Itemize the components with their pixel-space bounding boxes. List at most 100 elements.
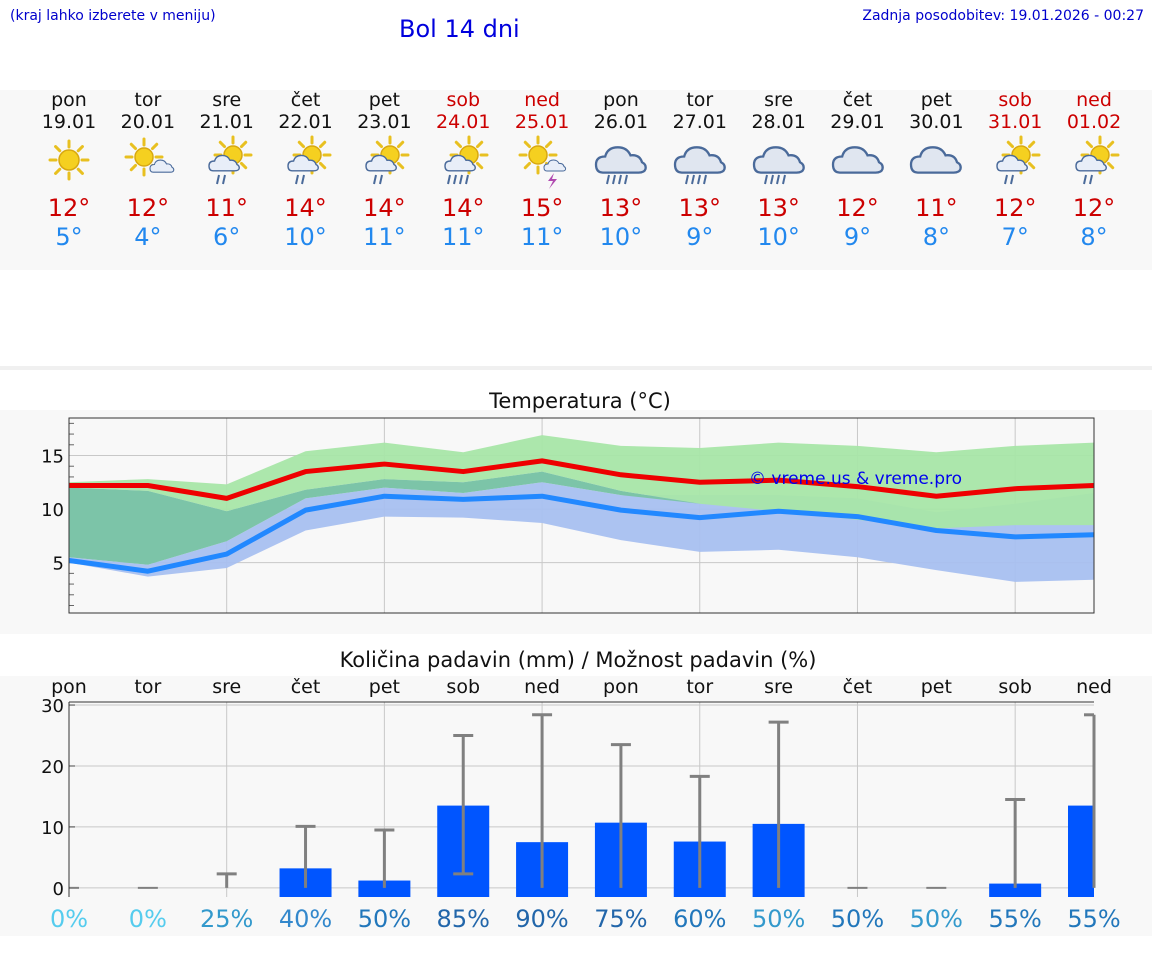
x-day-label: čet bbox=[843, 676, 873, 698]
day-date: 01.02 bbox=[1066, 111, 1122, 133]
day-name: tor bbox=[686, 89, 714, 111]
location-hint: (kraj lahko izberete v meniju) bbox=[10, 8, 216, 24]
forecast-day: ned 01.02 12° 8° bbox=[1054, 89, 1134, 251]
precip-probability: 85% bbox=[437, 905, 490, 933]
sun-cloud-rain-icon bbox=[266, 133, 346, 193]
watermark: © vreme.us & vreme.pro bbox=[749, 469, 962, 489]
x-day-label: pet bbox=[369, 676, 400, 698]
precip-probability: 90% bbox=[515, 905, 568, 933]
day-date: 24.01 bbox=[436, 111, 491, 133]
forecast-day: tor 27.01 13° 9° bbox=[660, 89, 740, 251]
forecast-day: sob 31.01 12° 7° bbox=[975, 89, 1055, 251]
forecast-day: tor 20.01 12° 4° bbox=[108, 89, 188, 251]
temp-min: 6° bbox=[213, 223, 241, 251]
day-date: 28.01 bbox=[751, 111, 806, 133]
day-date: 19.01 bbox=[41, 111, 97, 133]
x-day-label: tor bbox=[686, 676, 713, 698]
day-name: sre bbox=[764, 89, 794, 111]
temp-min: 8° bbox=[1080, 223, 1108, 251]
x-day-label: čet bbox=[291, 676, 321, 698]
cloud-icon bbox=[896, 133, 976, 193]
x-day-label: pon bbox=[603, 676, 639, 698]
sun-cloud-rain-icon bbox=[975, 133, 1055, 193]
day-name: pet bbox=[368, 89, 400, 111]
precip-probability: 55% bbox=[1067, 905, 1120, 933]
y-tick-label: 10 bbox=[41, 818, 64, 839]
temp-max: 14° bbox=[363, 194, 406, 222]
day-date: 29.01 bbox=[830, 111, 885, 133]
temp-max: 12° bbox=[126, 194, 170, 222]
temp-min: 9° bbox=[843, 223, 872, 251]
day-date: 20.01 bbox=[120, 111, 176, 133]
day-date: 25.01 bbox=[514, 111, 570, 133]
temp-min: 8° bbox=[922, 223, 950, 251]
temp-max: 14° bbox=[441, 194, 485, 222]
plot-area bbox=[69, 702, 1094, 897]
temp-max: 11° bbox=[915, 194, 958, 222]
day-name: tor bbox=[134, 89, 162, 111]
forecast-day: pon 26.01 13° 10° bbox=[581, 89, 661, 251]
y-tick-label: 15 bbox=[41, 447, 64, 468]
cloud-icon bbox=[818, 133, 898, 193]
day-date: 27.01 bbox=[672, 111, 727, 133]
precip-probability: 25% bbox=[200, 905, 253, 933]
day-name: ned bbox=[524, 89, 560, 111]
day-name: čet bbox=[842, 89, 873, 111]
day-date: 26.01 bbox=[593, 111, 649, 133]
forecast-band bbox=[0, 90, 1152, 270]
temp-max: 11° bbox=[205, 194, 248, 222]
precip-bar bbox=[989, 883, 1042, 897]
y-tick-label: 30 bbox=[41, 696, 64, 717]
forecast-day: sre 21.01 11° 6° bbox=[187, 89, 267, 251]
sun-cloud-icon bbox=[108, 133, 188, 193]
min-temp-line bbox=[68, 493, 1095, 574]
forecast-day: ned 25.01 15° 11° bbox=[502, 89, 582, 251]
page-title: Bol 14 dni bbox=[399, 15, 520, 43]
day-name: sob bbox=[446, 89, 481, 111]
sun-cloud-rain-icon bbox=[344, 133, 424, 193]
temp-max: 13° bbox=[599, 194, 643, 222]
cloud-heavy-rain-icon bbox=[581, 133, 661, 193]
x-day-label: sob bbox=[998, 676, 1032, 698]
precip-probability: 0% bbox=[129, 905, 167, 933]
precip-probability: 75% bbox=[594, 905, 647, 933]
cloud-heavy-rain-icon bbox=[660, 133, 740, 193]
temp-min: 10° bbox=[599, 223, 643, 251]
sun-cloud-rain-icon bbox=[1054, 133, 1134, 193]
y-tick-label: 10 bbox=[41, 500, 64, 521]
forecast-day: pet 30.01 11° 8° bbox=[896, 89, 976, 251]
precip-probability: 50% bbox=[831, 905, 884, 933]
temp-min: 4° bbox=[134, 223, 162, 251]
precip-probability: 50% bbox=[752, 905, 805, 933]
max-range-band bbox=[69, 435, 1094, 529]
day-date: 21.01 bbox=[199, 111, 254, 133]
precip-chart-title: Količina padavin (mm) / Možnost padavin … bbox=[340, 648, 817, 672]
day-name: pet bbox=[920, 89, 952, 111]
precip-bar bbox=[358, 880, 411, 897]
day-name: pon bbox=[51, 89, 87, 111]
y-tick-label: 0 bbox=[53, 879, 64, 900]
overlap-band bbox=[69, 471, 1094, 565]
precip-probability: 55% bbox=[988, 905, 1041, 933]
forecast-day: sre 28.01 13° 10° bbox=[739, 89, 819, 251]
forecast-day: pon 19.01 12° 5° bbox=[29, 89, 109, 251]
precip-probability: 60% bbox=[673, 905, 726, 933]
day-name: pon bbox=[603, 89, 639, 111]
temp-min: 11° bbox=[520, 223, 564, 251]
precipitation-chart: Količina padavin (mm) / Možnost padavin … bbox=[41, 648, 1121, 933]
sun-thunder-icon bbox=[502, 133, 582, 193]
divider bbox=[0, 366, 1152, 370]
temp-max: 12° bbox=[47, 194, 91, 222]
temp-max: 13° bbox=[757, 194, 800, 222]
sun-cloud-heavy-rain-icon bbox=[423, 133, 503, 193]
precip-probability: 0% bbox=[50, 905, 88, 933]
x-day-label: ned bbox=[524, 676, 560, 698]
forecast-day: čet 22.01 14° 10° bbox=[266, 89, 346, 251]
temp-max: 12° bbox=[1072, 194, 1116, 222]
forecast-day: sob 24.01 14° 11° bbox=[423, 89, 503, 251]
forecast-day: pet 23.01 14° 11° bbox=[344, 89, 424, 251]
day-date: 31.01 bbox=[987, 111, 1043, 133]
temp-min: 7° bbox=[1001, 223, 1029, 251]
temp-min: 9° bbox=[686, 223, 714, 251]
day-name: sob bbox=[998, 89, 1032, 111]
